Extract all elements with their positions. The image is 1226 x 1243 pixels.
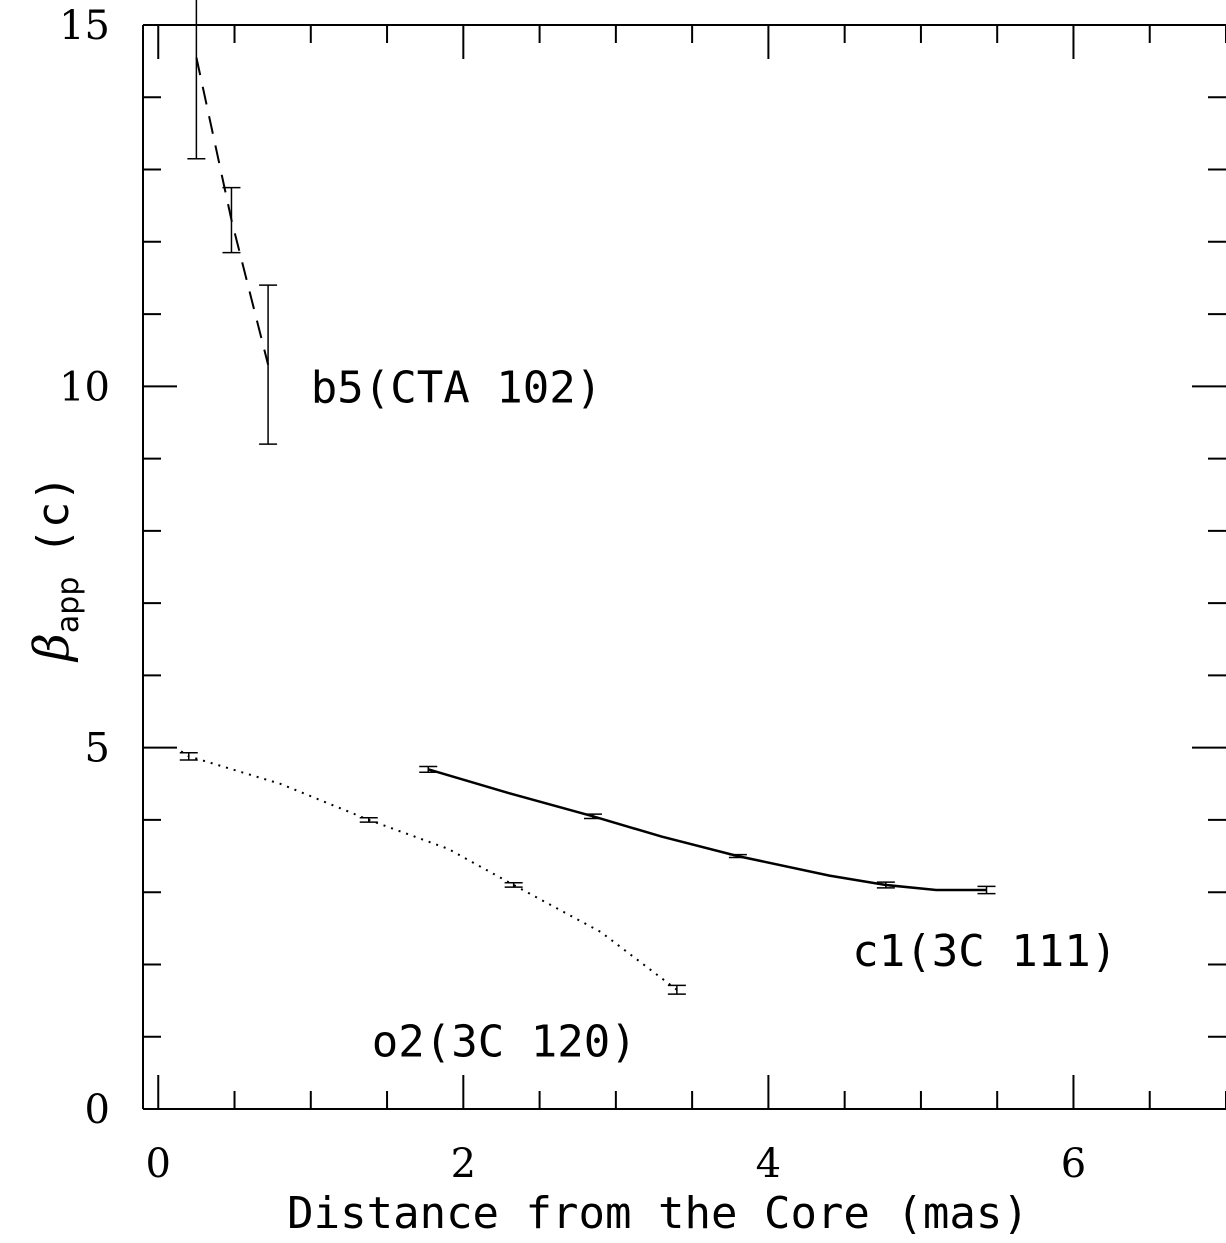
error-bar [419, 765, 438, 773]
y-axis-title: βapp (c) [24, 475, 86, 663]
y-tick-label: 5 [85, 726, 110, 772]
series-annotation: c1(3C 111) [852, 926, 1117, 977]
error-bar [667, 984, 686, 995]
error-bar [259, 284, 278, 445]
error-bar [222, 186, 241, 254]
plot-frame [142, 24, 1226, 1110]
y-tick-label: 10 [59, 364, 110, 410]
series-line [195, 57, 270, 365]
x-tick-label: 4 [756, 1141, 781, 1187]
error-bar [876, 881, 895, 889]
error-bar [359, 817, 378, 823]
error-bar [504, 882, 523, 888]
y-axis-subscript: app [51, 577, 86, 633]
tick-labels: 0 2 4 6 0 5 10 15 [59, 3, 1086, 1187]
series-annotation: b5(CTA 102) [311, 362, 602, 413]
y-tick-label: 15 [59, 3, 110, 49]
series-line [427, 768, 987, 892]
axis-ticks [143, 24, 1226, 1110]
series-annotation: o2(3C 120) [372, 1016, 637, 1067]
error-bar [179, 751, 198, 761]
y-axis-symbol: β [24, 633, 80, 663]
series-2 [179, 750, 686, 995]
error-bar [187, 0, 206, 160]
x-tick-label: 6 [1061, 1141, 1086, 1187]
error-bar [583, 813, 602, 820]
error-bar [728, 853, 747, 859]
series-layer [179, 0, 996, 995]
series-1 [419, 765, 996, 895]
x-axis-title: Distance from the Core (mas) [287, 1188, 1029, 1239]
series-line [180, 750, 678, 991]
series-0 [187, 0, 278, 445]
x-tick-label: 0 [146, 1141, 171, 1187]
y-axis-unit: (c) [28, 475, 79, 554]
annotations: b5(CTA 102) c1(3C 111) o2(3C 120) [311, 362, 1117, 1067]
x-tick-label: 2 [451, 1141, 476, 1187]
y-tick-label: 0 [85, 1087, 110, 1133]
error-bar [977, 885, 996, 895]
